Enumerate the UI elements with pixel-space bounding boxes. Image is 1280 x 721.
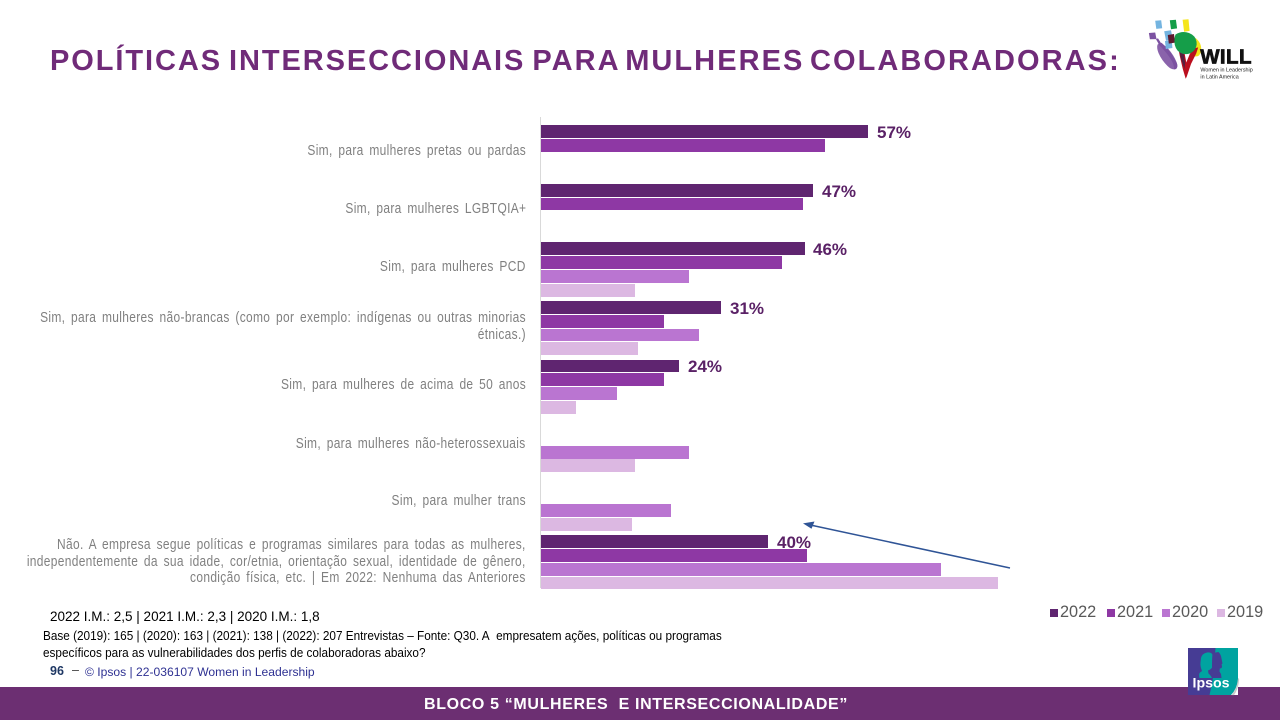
svg-text:WILL: WILL [1200, 45, 1252, 68]
svg-text:in Latin America: in Latin America [1200, 74, 1238, 80]
svg-text:Ipsos: Ipsos [1193, 676, 1230, 692]
svg-text:Women in Leadership: Women in Leadership [1200, 68, 1252, 74]
